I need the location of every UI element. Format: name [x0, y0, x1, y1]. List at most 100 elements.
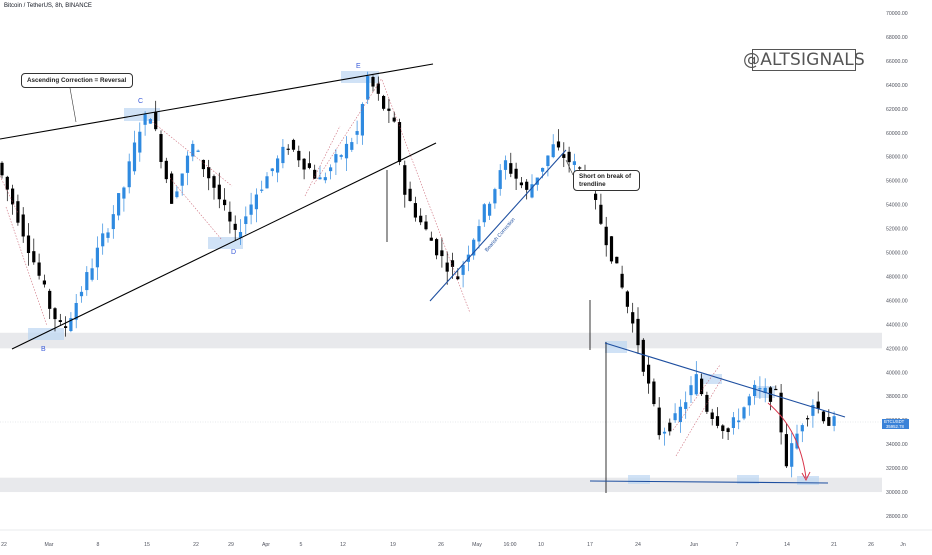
x-tick-label: 8 — [97, 542, 100, 548]
swing-dashed-line — [169, 177, 223, 241]
candle-body — [344, 143, 349, 159]
y-tick-label: 58000.00 — [886, 155, 908, 161]
candle-body — [101, 233, 105, 247]
candle-body — [201, 159, 205, 170]
candle-body — [117, 193, 121, 216]
short-trendline-callout[interactable]: Short on break of trendline — [573, 170, 640, 191]
candle-body — [493, 189, 497, 204]
y-tick-label: 68000.00 — [886, 35, 908, 41]
candle-body — [530, 184, 534, 198]
candle-body — [397, 122, 402, 162]
candle-body — [106, 232, 110, 238]
candle-body — [64, 326, 68, 328]
candle-body — [26, 235, 31, 254]
candle-body — [546, 155, 550, 167]
candle-body — [821, 411, 826, 422]
candle-body — [382, 95, 386, 109]
candle-body — [408, 188, 412, 201]
y-tick-label: 46000.00 — [886, 298, 908, 304]
swing-dashed-line — [149, 119, 233, 187]
candle-body — [111, 214, 115, 230]
x-tick-label: 17 — [587, 542, 593, 548]
candle-body — [170, 173, 174, 204]
candle-body — [223, 199, 227, 206]
x-tick-label: Jn — [900, 542, 906, 548]
symbol-title: Bitcoin / TetherUS, 8h, BINANCE — [4, 3, 92, 9]
candle-body — [419, 215, 423, 223]
candle-body — [514, 168, 518, 179]
candle-body — [758, 388, 762, 390]
candle-body — [228, 211, 232, 222]
candle-body — [413, 203, 417, 218]
candle-body — [450, 260, 455, 267]
candle-body — [562, 154, 566, 158]
candle-body — [313, 169, 317, 179]
candle-body — [276, 158, 280, 173]
candle-body — [747, 396, 751, 406]
wave-label-c: C — [138, 98, 143, 105]
y-tick-label: 70000.00 — [886, 11, 908, 17]
projection-arrowhead — [801, 471, 811, 482]
descending-triangle-top — [604, 342, 846, 418]
x-tick-label: 7 — [736, 542, 739, 548]
candle-body — [286, 148, 290, 150]
candle-body — [477, 226, 481, 242]
candle-body — [779, 392, 783, 433]
candle-body — [37, 262, 41, 276]
candle-body — [212, 176, 216, 188]
pivot-highlight — [700, 374, 722, 384]
x-tick-label: 26 — [868, 542, 874, 548]
last-price-badge: BTCUSDT 35952.78 02:25:13 — [882, 419, 917, 434]
candle-body — [297, 150, 301, 161]
badge-symbol: BTCUSDT — [884, 419, 905, 424]
candle-body — [58, 320, 62, 322]
candle-body — [85, 272, 89, 291]
ascending-correction-callout[interactable]: Ascending Correction = Reversal — [21, 73, 133, 88]
candle-body — [647, 364, 651, 384]
candle-body — [95, 247, 99, 268]
x-tick-label: Mar — [45, 542, 54, 548]
candle-body — [689, 385, 693, 396]
candle-body — [185, 155, 190, 173]
candle-body — [281, 146, 285, 164]
candle-body — [69, 318, 73, 332]
y-tick-label: 54000.00 — [886, 203, 908, 209]
x-tick-label: 14 — [784, 542, 790, 548]
upper-wedge-line — [0, 63, 434, 140]
candle-body — [541, 167, 545, 172]
candle-body — [567, 151, 571, 163]
candle-body — [668, 422, 672, 432]
lower-wedge-line — [11, 142, 437, 350]
candle-body — [726, 428, 730, 433]
candle-body — [652, 381, 656, 405]
y-tick-label: 64000.00 — [886, 83, 908, 89]
candle-body — [74, 302, 78, 320]
y-tick-label: 28000.00 — [886, 514, 908, 520]
candle-body — [800, 425, 804, 432]
y-tick-label: 56000.00 — [886, 179, 908, 185]
candle-body — [90, 268, 94, 280]
candle-body — [392, 117, 396, 122]
descending-triangle-base — [589, 480, 829, 484]
swing-dashed-line — [5, 206, 48, 327]
candle-body — [519, 182, 523, 186]
candle-body — [509, 163, 513, 174]
candle-body — [254, 194, 258, 210]
candle-body — [148, 119, 152, 124]
candle-body — [334, 154, 338, 163]
pivot-highlight — [628, 475, 650, 484]
y-tick-label: 34000.00 — [886, 442, 908, 448]
candle-body — [238, 231, 243, 238]
y-tick-label: 60000.00 — [886, 131, 908, 137]
candle-body — [715, 416, 720, 426]
candle-body — [827, 417, 831, 426]
y-tick-label: 50000.00 — [886, 251, 908, 257]
candle-body — [710, 412, 714, 419]
candle-body — [445, 262, 449, 272]
candle-body — [784, 434, 788, 467]
candle-body — [48, 290, 52, 309]
y-tick-label: 42000.00 — [886, 346, 908, 352]
candle-body — [806, 418, 810, 420]
